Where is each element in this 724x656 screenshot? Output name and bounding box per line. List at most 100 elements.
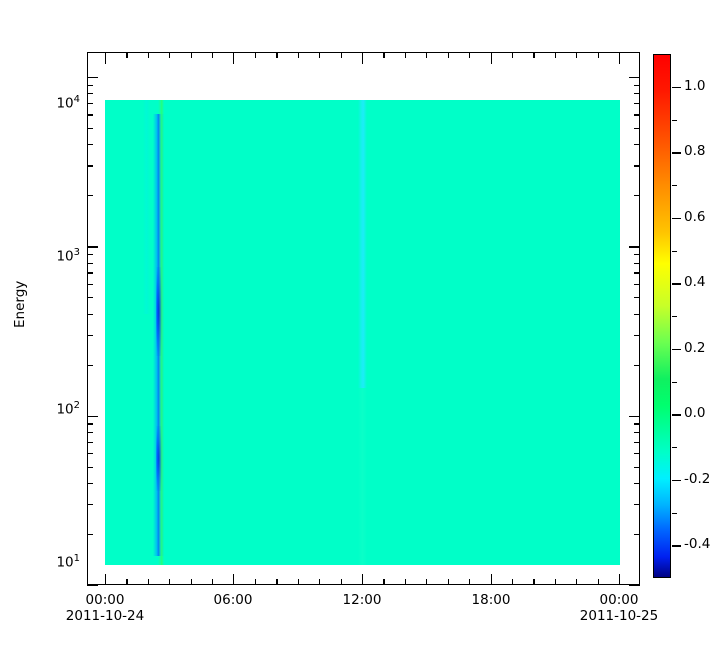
x-tick-minor-11 xyxy=(340,579,342,585)
y-tick-major-1e2-right xyxy=(629,415,640,417)
x-tick-minor-top-14 xyxy=(404,52,407,58)
colorbar-tick-major-0 xyxy=(672,545,681,547)
y-tick-minor-90-right xyxy=(634,423,640,425)
spectrogram-data-image xyxy=(105,100,620,565)
y-axis-title: Energy xyxy=(12,280,28,328)
x-tick-date-4: 2011-10-25 xyxy=(579,608,659,624)
colorbar-tick-label-5: 0.6 xyxy=(684,208,706,225)
colorbar-tick-minor-2 xyxy=(672,381,677,383)
y-tick-minor-800-left xyxy=(87,262,93,264)
x-tick-major-top-0 xyxy=(105,53,107,64)
y-tick-minor-9000-right xyxy=(634,84,640,86)
y-tick-minor-2000-right xyxy=(634,195,640,197)
x-tick-time-1: 06:00 xyxy=(213,592,253,608)
colorbar-tick-minor-3 xyxy=(672,316,677,318)
x-tick-minor-8 xyxy=(276,579,278,585)
x-tick-minor-top-15 xyxy=(426,52,428,58)
y-tick-major-1e2-left xyxy=(87,415,98,417)
x-tick-minor-21 xyxy=(554,579,556,585)
x-tick-minor-top-16 xyxy=(447,52,449,58)
x-tick-minor-10 xyxy=(319,579,321,585)
y-tick-minor-7000-right xyxy=(634,102,640,105)
x-tick-minor-top-2 xyxy=(147,52,150,58)
colorbar xyxy=(653,54,671,578)
y-tick-label-2: 102 xyxy=(56,400,80,418)
x-tick-time-0: 00:00 xyxy=(85,592,125,608)
x-tick-minor-top-22 xyxy=(576,52,578,58)
colorbar-tick-major-6 xyxy=(672,152,681,154)
x-tick-minor-23 xyxy=(597,579,599,585)
y-tick-minor-6000-right xyxy=(634,114,640,116)
y-tick-minor-8000-right xyxy=(634,93,640,95)
colorbar-tick-major-2 xyxy=(672,414,681,416)
x-tick-minor-22 xyxy=(576,579,578,585)
colorbar-tick-label-6: 0.8 xyxy=(684,143,706,160)
colorbar-tick-minor-5 xyxy=(672,185,677,187)
y-tick-minor-200-right xyxy=(634,364,640,366)
x-tick-minor-top-17 xyxy=(469,52,471,58)
x-tick-minor-17 xyxy=(469,579,471,585)
y-tick-minor-500-left xyxy=(87,297,93,299)
x-tick-major-top-2 xyxy=(362,53,364,64)
y-tick-minor-500-right xyxy=(634,297,640,299)
x-tick-minor-top-19 xyxy=(511,52,514,58)
x-tick-minor-top-21 xyxy=(554,52,556,58)
y-tick-minor-60-right xyxy=(634,453,640,455)
y-tick-minor-30-left xyxy=(87,504,93,506)
x-tick-minor-top-8 xyxy=(276,52,278,58)
y-tick-major-1e4-left xyxy=(87,76,98,79)
y-tick-minor-400-right xyxy=(634,313,640,315)
x-tick-minor-top-5 xyxy=(212,52,214,58)
x-tick-minor-2 xyxy=(147,579,150,585)
y-tick-minor-5000-left xyxy=(87,127,93,129)
x-tick-major-2 xyxy=(362,574,364,585)
y-tick-minor-4000-right xyxy=(634,144,640,146)
x-tick-minor-15 xyxy=(426,579,428,585)
x-tick-major-top-4 xyxy=(619,53,621,64)
y-tick-minor-3000-right xyxy=(634,165,640,167)
x-tick-major-3 xyxy=(491,574,493,585)
y-tick-minor-40-left xyxy=(87,483,93,485)
x-tick-minor-4 xyxy=(190,579,192,585)
x-tick-minor-top-7 xyxy=(254,52,257,58)
y-tick-minor-80-left xyxy=(87,432,93,434)
x-tick-minor-14 xyxy=(404,579,407,585)
y-tick-minor-3000-left xyxy=(87,165,93,167)
y-tick-minor-60-left xyxy=(87,453,93,455)
heatmap-feature-cyan-streak-faint-left xyxy=(143,100,150,314)
x-tick-minor-19 xyxy=(511,579,514,585)
y-tick-minor-80-right xyxy=(634,432,640,434)
x-tick-label-1: 06:00 xyxy=(183,592,283,608)
heatmap-feature-cyan-streak-noon-tail xyxy=(358,388,367,565)
colorbar-tick-minor-6 xyxy=(672,119,677,121)
x-tick-major-4 xyxy=(619,574,621,585)
heatmap-feature-cyan-streak-noon xyxy=(358,100,367,389)
x-tick-minor-7 xyxy=(254,579,257,585)
x-tick-minor-top-4 xyxy=(190,52,192,58)
x-tick-minor-top-9 xyxy=(297,52,299,58)
y-tick-minor-600-right xyxy=(634,283,640,285)
colorbar-tick-major-3 xyxy=(672,348,681,351)
x-tick-minor-5 xyxy=(212,579,214,585)
x-tick-time-2: 12:00 xyxy=(342,592,382,608)
x-tick-minor-top-10 xyxy=(319,52,321,58)
y-tick-minor-2000-left xyxy=(87,195,93,197)
colorbar-tick-label-4: 0.4 xyxy=(684,274,706,291)
y-tick-minor-700-left xyxy=(87,272,93,274)
y-tick-minor-20-left xyxy=(87,534,93,536)
y-tick-minor-50-left xyxy=(87,466,93,468)
y-tick-minor-7000-left xyxy=(87,102,93,105)
x-tick-major-0 xyxy=(105,574,107,585)
y-tick-major-1e3-right xyxy=(629,246,640,248)
x-tick-time-3: 18:00 xyxy=(471,592,511,608)
y-tick-minor-800-right xyxy=(634,262,640,264)
x-tick-major-top-3 xyxy=(491,53,493,64)
y-tick-minor-900-right xyxy=(634,253,640,256)
y-tick-minor-200-left xyxy=(87,364,93,366)
colorbar-tick-label-3: 0.2 xyxy=(684,339,706,356)
colorbar-tick-major-1 xyxy=(672,479,681,482)
x-tick-minor-top-23 xyxy=(597,52,599,58)
x-tick-time-4: 00:00 xyxy=(599,592,639,608)
colorbar-gradient xyxy=(653,54,671,578)
